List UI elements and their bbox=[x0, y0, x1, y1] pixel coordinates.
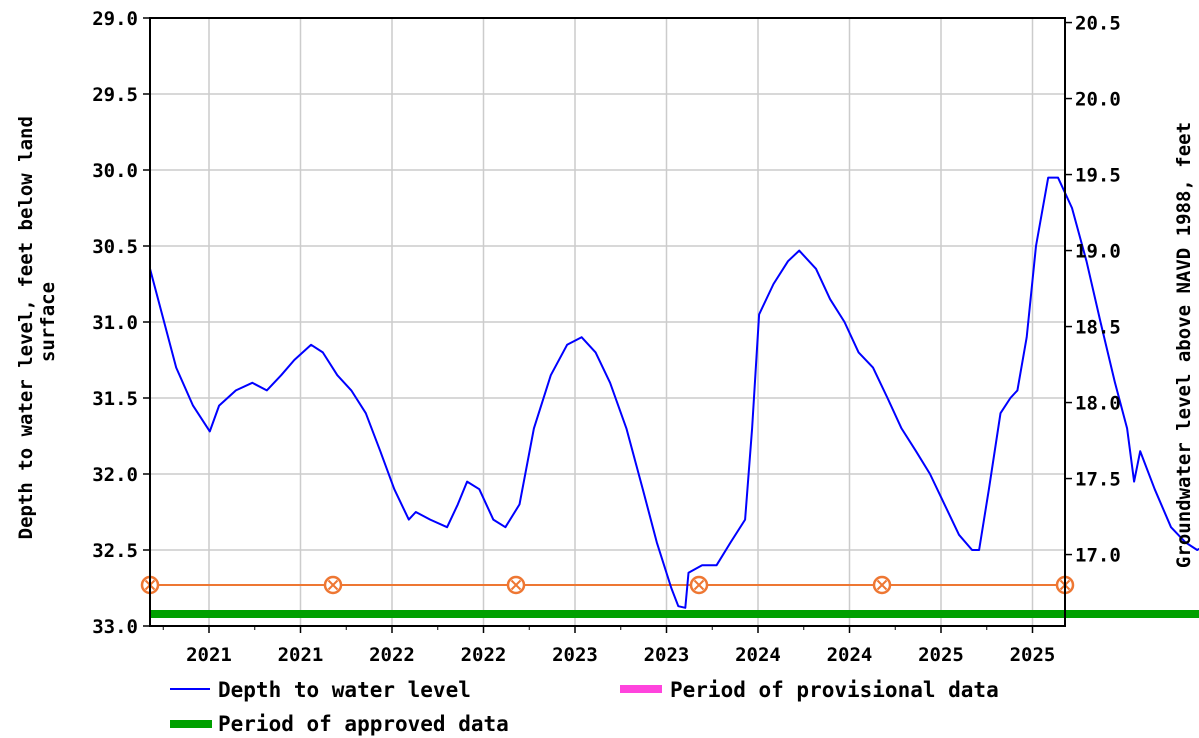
marker-circle bbox=[872, 575, 892, 595]
series-lines bbox=[149, 176, 1199, 609]
x-tick-labels: 2021 2021 2022 2022 2023 2023 2024 2024 2025 2025 bbox=[162, 626, 1056, 666]
y-right-tick-label: 20.0 bbox=[1075, 89, 1121, 111]
y-left-axis-title-line2: surface bbox=[37, 282, 59, 362]
y-right-tick-label: 20.5 bbox=[1075, 13, 1121, 35]
grid-lines bbox=[150, 18, 1065, 626]
x-tick-label: 2024 bbox=[827, 644, 873, 666]
y-left-tick-label: 29.5 bbox=[92, 84, 138, 106]
legend-label-provisional: Period of provisional data bbox=[670, 678, 999, 702]
series-line-depth-to-water-level bbox=[149, 176, 1199, 609]
x-tick-label: 2025 bbox=[1010, 644, 1056, 666]
reference-marker-line bbox=[140, 575, 1075, 595]
y-left-tick-label: 31.0 bbox=[92, 312, 138, 334]
y-right-tick-label: 19.5 bbox=[1075, 165, 1121, 187]
x-tick-label: 2021 bbox=[278, 644, 324, 666]
y-left-tick-label: 32.0 bbox=[92, 464, 138, 486]
y-right-tick-label: 17.5 bbox=[1075, 469, 1121, 491]
legend-label-approved: Period of approved data bbox=[218, 712, 509, 736]
y-left-tick-label: 29.0 bbox=[92, 8, 138, 30]
y-left-tick-label: 31.5 bbox=[92, 388, 138, 410]
legend-swatch-approved bbox=[170, 720, 212, 728]
y-right-axis-title: Groundwater level above NAVD 1988, feet bbox=[1173, 122, 1195, 568]
x-tick-label: 2021 bbox=[186, 644, 232, 666]
legend-swatch-provisional bbox=[620, 685, 662, 693]
x-tick-label: 2022 bbox=[461, 644, 507, 666]
y-left-tick-label: 30.5 bbox=[92, 236, 138, 258]
y-right-tick-label: 18.5 bbox=[1075, 317, 1121, 339]
marker-circle bbox=[689, 575, 709, 595]
y-right-tick-label: 17.0 bbox=[1075, 545, 1121, 567]
marker-circle bbox=[506, 575, 526, 595]
y-left-axis-title-line1: Depth to water level, feet below land bbox=[15, 116, 37, 539]
y-right-tick-label: 18.0 bbox=[1075, 393, 1121, 415]
marker-circle bbox=[323, 575, 343, 595]
y-right-tick-labels: 20.5 20.0 19.5 19.0 18.5 18.0 17.5 17.0 bbox=[1065, 13, 1121, 567]
y-left-tick-label: 32.5 bbox=[92, 540, 138, 562]
y-right-tick-label: 19.0 bbox=[1075, 241, 1121, 263]
legend-label-depth: Depth to water level bbox=[218, 678, 471, 702]
y-left-tick-labels: 29.0 29.5 30.0 30.5 31.0 31.5 32.0 32.5 33.0 bbox=[92, 8, 150, 638]
x-tick-label: 2025 bbox=[918, 644, 964, 666]
data-period-bars bbox=[150, 610, 1199, 618]
legend: Depth to water level Period of provision… bbox=[170, 678, 999, 736]
x-tick-label: 2023 bbox=[644, 644, 690, 666]
x-tick-label: 2024 bbox=[735, 644, 781, 666]
x-tick-label: 2022 bbox=[369, 644, 415, 666]
x-tick-label: 2023 bbox=[552, 644, 598, 666]
y-left-tick-label: 33.0 bbox=[92, 616, 138, 638]
approved-period-bar bbox=[150, 610, 1199, 618]
y-left-tick-label: 30.0 bbox=[92, 160, 138, 182]
y-left-axis-title: Depth to water level, feet below land su… bbox=[15, 105, 59, 540]
